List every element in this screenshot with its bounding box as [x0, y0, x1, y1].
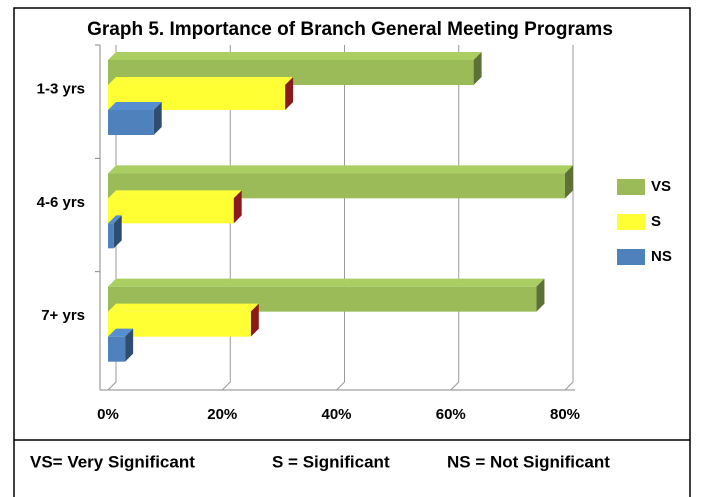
bar-top: [108, 102, 162, 110]
bar-front: [108, 198, 234, 224]
bar-top: [108, 215, 122, 224]
bar-side: [565, 165, 573, 199]
bar-side: [250, 303, 259, 337]
x-tick-label: 40%: [321, 406, 351, 423]
bar: [108, 215, 122, 249]
bar-side: [153, 102, 162, 135]
footnote: NS = Not Significant: [447, 452, 610, 471]
bar-top: [108, 77, 294, 85]
bar-side: [473, 52, 482, 85]
bar-side: [285, 77, 294, 110]
legend-swatch: [617, 179, 645, 195]
grid-line: [336, 45, 345, 391]
bar: [108, 102, 162, 135]
bar-front: [108, 223, 114, 249]
bar-top: [108, 52, 482, 60]
x-tick-label: 0%: [97, 406, 119, 423]
grid-line: [221, 45, 231, 391]
bar-side: [536, 278, 545, 312]
legend-label: S: [651, 213, 661, 230]
grid-line: [107, 45, 117, 391]
legend-label: VS: [651, 178, 671, 195]
bar-top: [108, 303, 259, 312]
bar-front: [108, 336, 126, 362]
grid-line: [450, 45, 460, 391]
bar-top: [108, 190, 242, 199]
footnote: S = Significant: [272, 452, 390, 471]
footnote: VS= Very Significant: [30, 452, 195, 471]
x-tick-label: 20%: [207, 406, 237, 423]
legend-swatch: [617, 249, 645, 265]
bar-top: [108, 278, 545, 287]
bar: [108, 77, 294, 110]
x-tick-label: 60%: [436, 406, 466, 423]
y-tick-label: 4-6 yrs: [37, 194, 85, 211]
bar-side: [125, 328, 134, 362]
grid-line: [564, 45, 574, 391]
x-tick-label: 80%: [550, 406, 580, 423]
bar-side: [233, 190, 242, 224]
bar: [108, 278, 545, 312]
bar: [108, 303, 259, 337]
legend-label: NS: [651, 248, 672, 265]
legend-swatch: [617, 214, 645, 230]
y-tick-label: 1-3 yrs: [37, 80, 85, 97]
y-tick-label: 7+ yrs: [41, 307, 85, 324]
bar: [108, 328, 134, 362]
bar: [108, 190, 242, 224]
bar-front: [108, 110, 154, 135]
bar-top: [108, 165, 573, 174]
bar-side: [113, 215, 122, 249]
bar-top: [108, 328, 134, 337]
chart-title: Graph 5. Importance of Branch General Me…: [87, 19, 613, 40]
